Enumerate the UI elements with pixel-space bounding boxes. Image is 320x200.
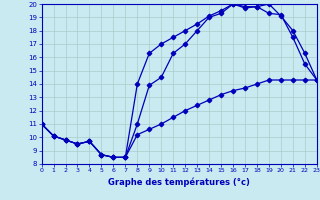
X-axis label: Graphe des températures (°c): Graphe des températures (°c) [108,177,250,187]
